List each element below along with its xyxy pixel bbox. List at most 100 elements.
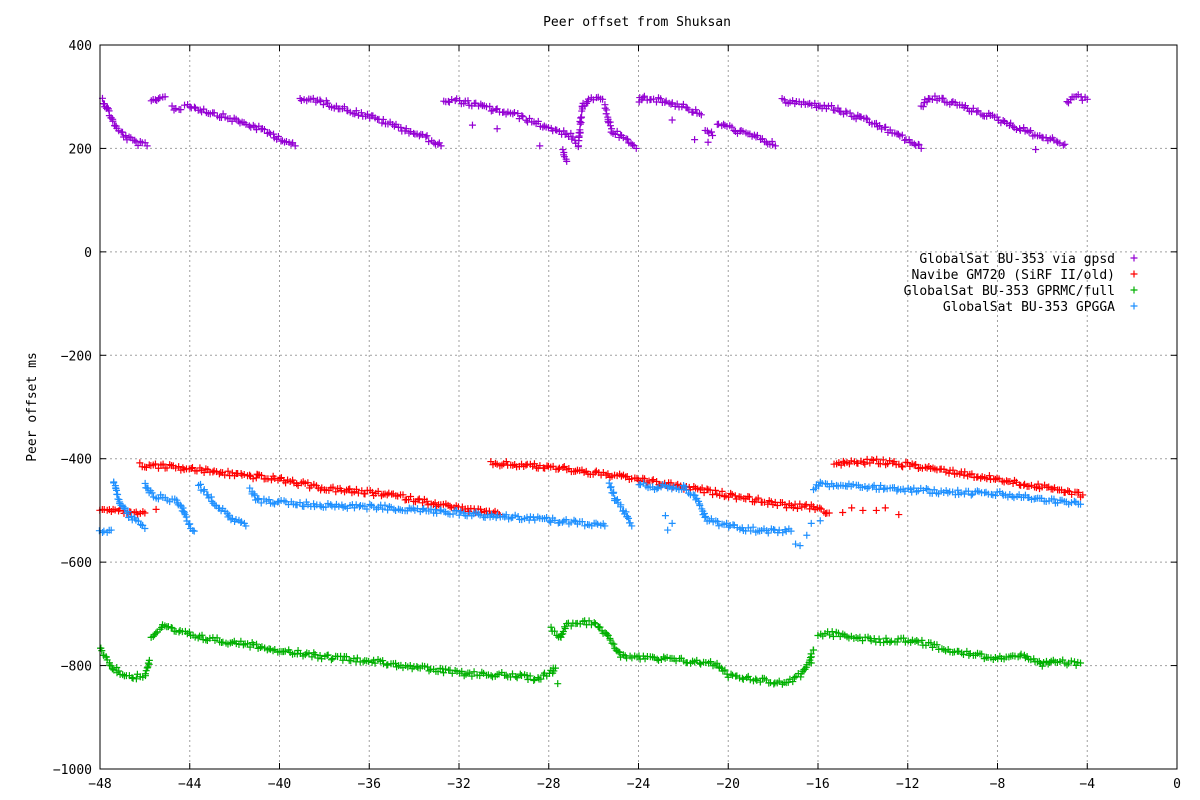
data-point (993, 113, 1001, 121)
data-point (964, 487, 972, 495)
data-point (108, 665, 116, 673)
data-point (380, 660, 388, 668)
data-point (558, 518, 566, 526)
x-tick-label: 0 (1173, 777, 1181, 792)
data-point (1067, 657, 1075, 665)
data-point (921, 463, 929, 471)
data-point (559, 463, 567, 471)
data-point (399, 491, 407, 499)
data-point (672, 657, 680, 665)
data-point (895, 511, 903, 519)
data-point (502, 671, 510, 679)
data-point (563, 157, 571, 165)
data-point (274, 133, 282, 141)
series-4 (95, 478, 1085, 550)
data-point (522, 461, 530, 469)
data-point (246, 643, 254, 651)
data-point (103, 104, 111, 112)
data-point (960, 471, 968, 479)
data-point (1020, 481, 1028, 489)
data-point (1059, 141, 1067, 149)
data-point (107, 526, 115, 534)
data-point (1077, 500, 1085, 508)
data-point (179, 504, 187, 512)
data-point (219, 638, 227, 646)
data-point (804, 100, 812, 108)
data-point (141, 509, 149, 517)
data-point (783, 504, 791, 512)
data-point (448, 96, 456, 104)
data-point (143, 142, 151, 150)
data-point (807, 659, 815, 667)
data-point (641, 475, 649, 483)
data-point (828, 628, 836, 636)
data-point (242, 522, 250, 530)
legend-marker (1130, 286, 1138, 294)
data-point (789, 678, 797, 686)
data-point (402, 125, 410, 133)
data-point (780, 96, 788, 104)
data-point (111, 506, 119, 514)
data-point (253, 470, 261, 478)
data-point (513, 674, 521, 682)
data-point (721, 666, 729, 674)
data-point (560, 127, 568, 135)
data-point (250, 490, 258, 498)
data-point (346, 485, 354, 493)
data-point (189, 527, 197, 535)
data-point (379, 657, 387, 665)
data-point (632, 144, 640, 152)
data-point (790, 674, 798, 682)
data-point (468, 672, 476, 680)
data-point (1050, 136, 1058, 144)
data-point (723, 519, 731, 527)
data-point (102, 653, 110, 661)
data-point (599, 95, 607, 103)
data-point (667, 100, 675, 108)
data-point (628, 522, 636, 530)
data-point (856, 112, 864, 120)
data-point (617, 501, 625, 509)
data-point (237, 519, 245, 526)
x-tick-label: −20 (717, 777, 740, 792)
data-point (553, 631, 561, 639)
y-tick-label: 400 (69, 39, 92, 54)
series-3 (97, 617, 1085, 688)
data-point (714, 517, 722, 525)
data-point (562, 516, 570, 524)
data-point (590, 619, 598, 627)
data-point (316, 96, 324, 104)
data-point (455, 511, 463, 519)
data-point (882, 634, 890, 642)
data-point (437, 507, 445, 515)
data-point (511, 511, 519, 519)
data-point (530, 460, 538, 468)
data-point (743, 674, 751, 682)
data-point (324, 99, 332, 107)
data-point (442, 665, 450, 673)
plot-frame (99, 44, 1178, 770)
data-point (433, 509, 441, 517)
data-point (969, 104, 977, 112)
data-point (681, 483, 689, 491)
data-point (180, 507, 188, 515)
data-point (727, 489, 735, 497)
data-point (731, 492, 739, 500)
data-point (365, 657, 373, 665)
data-point (957, 489, 965, 497)
data-point (749, 523, 757, 531)
data-point (730, 127, 738, 135)
plot-area (95, 91, 1091, 688)
data-point (697, 111, 705, 119)
data-point (806, 505, 814, 513)
data-point (100, 527, 108, 535)
data-point (172, 464, 180, 472)
y-tick-label: −200 (61, 349, 92, 364)
data-point (835, 107, 843, 115)
data-point (122, 132, 130, 140)
data-point (792, 540, 800, 548)
data-point (674, 480, 682, 488)
series-2 (96, 455, 1087, 519)
data-point (215, 470, 223, 478)
data-point (270, 130, 278, 138)
